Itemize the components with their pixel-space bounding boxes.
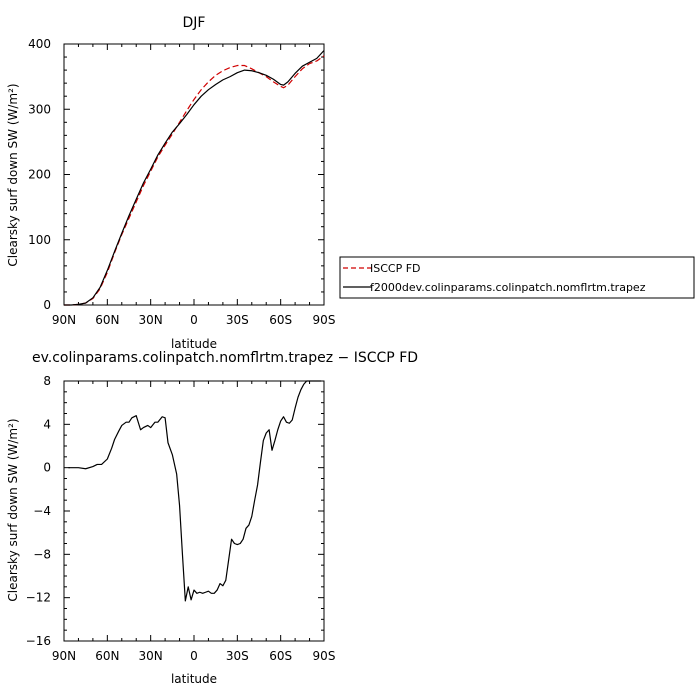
x-tick-label: 90N bbox=[52, 313, 76, 327]
y-tick-label: −16 bbox=[26, 634, 51, 648]
y-tick-label: 100 bbox=[28, 233, 51, 247]
bottom-chart-panel: ev.colinparams.colinpatch.nomflrtm.trape… bbox=[6, 350, 418, 686]
top-chart-axes: 90N 60N 30N 0 30S 60S 90S 0 100 200 300 400 bbox=[28, 37, 335, 327]
y-tick-label: −4 bbox=[33, 504, 51, 518]
top-chart-panel: DJF 90N 60N 30N 0 30S 60S 90S 0 100 200 300 400 lat… bbox=[6, 15, 335, 351]
x-tick-label: 60N bbox=[95, 649, 119, 663]
x-tick-label: 0 bbox=[190, 649, 198, 663]
x-tick-label: 60N bbox=[95, 313, 119, 327]
x-tick-label: 30S bbox=[226, 649, 249, 663]
bottom-chart-series bbox=[68, 380, 322, 602]
top-chart-series bbox=[64, 50, 325, 306]
legend-label-model: f2000dev.colinparams.colinpatch.nomflrtm… bbox=[370, 281, 646, 294]
bottom-chart-axes: 90N 60N 30N 0 30S 60S 90S −16 −12 −8 −4 0 4 8 bbox=[26, 374, 336, 663]
difference-series-line bbox=[68, 380, 322, 602]
x-tick-label: 90S bbox=[313, 649, 336, 663]
y-tick-label: −8 bbox=[33, 547, 51, 561]
y-tick-label: 400 bbox=[28, 37, 51, 51]
x-tick-label: 0 bbox=[190, 313, 198, 327]
f2000dev-series-line bbox=[64, 50, 325, 306]
legend-label-isccp: ISCCP FD bbox=[370, 262, 421, 275]
x-tick-label: 30N bbox=[139, 313, 163, 327]
y-tick-label: 4 bbox=[43, 417, 51, 431]
bottom-chart-xlabel: latitude bbox=[171, 672, 217, 686]
x-tick-label: 30S bbox=[226, 313, 249, 327]
x-tick-label: 30N bbox=[139, 649, 163, 663]
top-chart-title: DJF bbox=[183, 15, 206, 31]
bottom-chart-ylabel: Clearsky surf down SW (W/m²) bbox=[6, 418, 20, 601]
y-tick-label: −12 bbox=[26, 591, 51, 605]
legend: ISCCP FD f2000dev.colinparams.colinpatch… bbox=[339, 256, 695, 299]
legend-box bbox=[339, 256, 695, 299]
x-tick-label: 90S bbox=[313, 313, 336, 327]
top-chart-xlabel: latitude bbox=[171, 337, 217, 351]
y-tick-label: 200 bbox=[28, 168, 51, 182]
x-tick-label: 60S bbox=[269, 313, 292, 327]
y-tick-label: 0 bbox=[43, 461, 51, 475]
y-tick-label: 8 bbox=[43, 374, 51, 388]
plot-frame bbox=[63, 43, 325, 306]
top-chart-ylabel: Clearsky surf down SW (W/m²) bbox=[6, 83, 20, 266]
y-tick-label: 300 bbox=[28, 102, 51, 116]
x-tick-label: 60S bbox=[269, 649, 292, 663]
y-tick-label: 0 bbox=[43, 298, 51, 312]
isccp-fd-series-line bbox=[64, 55, 325, 306]
x-tick-label: 90N bbox=[52, 649, 76, 663]
bottom-chart-title: ev.colinparams.colinpatch.nomflrtm.trape… bbox=[32, 350, 418, 366]
